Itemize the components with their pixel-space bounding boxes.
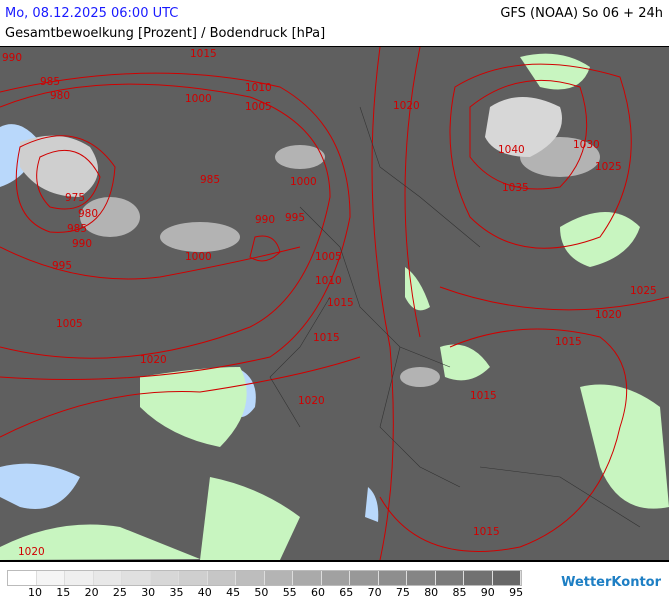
isobar-lines xyxy=(0,47,669,560)
isobar-label: 1015 xyxy=(190,48,217,60)
isobar-label: 1025 xyxy=(630,285,657,297)
legend-label: 15 xyxy=(56,586,71,599)
legend-swatch xyxy=(150,571,179,585)
legend-label: 70 xyxy=(367,586,382,599)
legend-swatch xyxy=(264,571,293,585)
legend-label: 50 xyxy=(254,586,269,599)
legend-swatch xyxy=(321,571,350,585)
legend-label: 40 xyxy=(197,586,212,599)
isobar-label: 1025 xyxy=(595,161,622,173)
cloud-highlights xyxy=(80,137,600,387)
legend-label: 95 xyxy=(509,586,524,599)
legend-label: 45 xyxy=(226,586,241,599)
wetterkontor-logo: WetterKontor xyxy=(561,575,661,590)
isobar-label: 1005 xyxy=(245,101,272,113)
legend-label: 80 xyxy=(424,586,439,599)
legend-swatch xyxy=(407,571,436,585)
legend-label: 65 xyxy=(339,586,354,599)
isobar-label: 985 xyxy=(67,223,87,235)
country-borders xyxy=(269,106,641,528)
isobar-label: 1000 xyxy=(185,251,212,263)
legend-swatch xyxy=(93,571,122,585)
legend-label: 20 xyxy=(84,586,99,599)
legend-label: 30 xyxy=(141,586,156,599)
clear-land-areas xyxy=(0,53,669,560)
isobar-label: 1020 xyxy=(18,546,45,558)
isobar-label: 990 xyxy=(255,214,275,226)
legend-label: 35 xyxy=(169,586,184,599)
isobar-label: 1020 xyxy=(393,100,420,112)
isobar-labels: 990 1015 985 980 1000 1010 1005 1020 975 980 985 99… xyxy=(2,48,657,558)
legend-swatch xyxy=(122,571,151,585)
isobar-label: 985 xyxy=(200,174,220,186)
isobar-label: 1005 xyxy=(315,251,342,263)
weather-map: 990 1015 985 980 1000 1010 1005 1020 975 980 985 99… xyxy=(0,46,669,562)
isobar-label: 1030 xyxy=(573,139,600,151)
isobar-label: 990 xyxy=(2,52,22,64)
legend-label: 10 xyxy=(28,586,42,599)
legend-swatch xyxy=(378,571,407,585)
isobar-label: 995 xyxy=(52,260,72,272)
legend-swatch xyxy=(435,571,464,585)
legend-label: 85 xyxy=(452,586,467,599)
legend-swatch xyxy=(293,571,322,585)
isobar-label: 980 xyxy=(78,208,98,220)
isobar-label: 1010 xyxy=(315,275,342,287)
legend-label: 75 xyxy=(395,586,410,599)
isobar-label: 1020 xyxy=(140,354,167,366)
isobar-label: 1015 xyxy=(555,336,582,348)
isobar-label: 980 xyxy=(50,90,70,102)
isobar-label: 1015 xyxy=(327,297,354,309)
isobar-label: 1000 xyxy=(185,93,212,105)
isobar-label: 1000 xyxy=(290,176,317,188)
isobar-label: 990 xyxy=(72,238,92,250)
legend-swatch xyxy=(207,571,236,585)
isobar-label: 1035 xyxy=(502,182,529,194)
legend-swatch xyxy=(236,571,265,585)
legend-swatch xyxy=(464,571,493,585)
map-subtitle: Gesamtbewoelkung [Prozent] / Bodendruck … xyxy=(5,26,326,41)
cloud-cover-legend xyxy=(7,570,522,586)
legend-swatch xyxy=(8,571,37,585)
legend-swatch xyxy=(36,571,65,585)
isobar-label: 1015 xyxy=(313,332,340,344)
legend-label: 60 xyxy=(311,586,325,599)
isobar-label: 1015 xyxy=(473,526,500,538)
legend-label: 90 xyxy=(480,586,495,599)
isobar-label: 1015 xyxy=(470,390,497,402)
model-run: GFS (NOAA) So 06 + 24h xyxy=(500,6,663,21)
legend-label: 25 xyxy=(112,586,127,599)
isobar-label: 1005 xyxy=(56,318,83,330)
legend-swatch xyxy=(179,571,208,585)
legend-swatch xyxy=(65,571,94,585)
isobar-label: 1010 xyxy=(245,82,272,94)
isobar-label: 985 xyxy=(40,76,60,88)
isobar-label: 1020 xyxy=(595,309,622,321)
forecast-datetime: Mo, 08.12.2025 06:00 UTC xyxy=(5,6,179,21)
isobar-label: 1040 xyxy=(498,144,525,156)
isobar-label: 995 xyxy=(285,212,305,224)
legend-label: 55 xyxy=(282,586,297,599)
legend-swatch xyxy=(492,571,521,585)
isobar-label: 975 xyxy=(65,192,85,204)
legend-swatch xyxy=(350,571,379,585)
isobar-label: 1020 xyxy=(298,395,325,407)
